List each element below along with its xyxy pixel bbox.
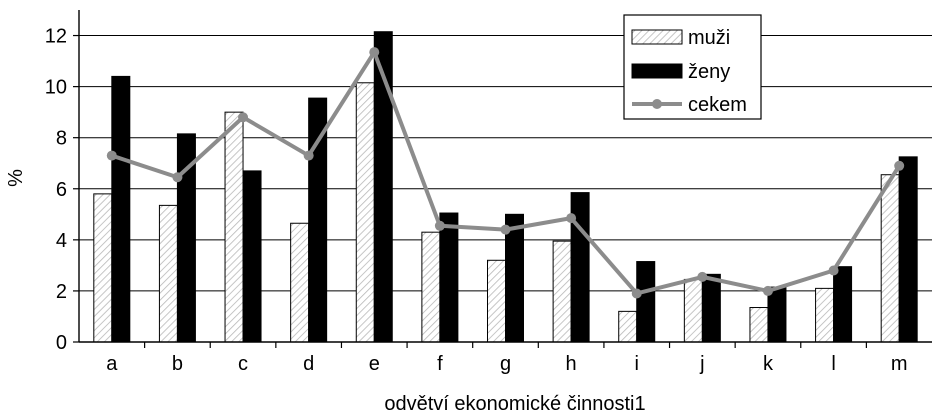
point-cekem	[106, 150, 117, 161]
point-cekem	[894, 160, 905, 171]
y-tick-label: 0	[56, 332, 67, 354]
point-cekem	[303, 150, 314, 161]
legend-label-muzi: muži	[688, 27, 730, 49]
legend-label-cekem: cekem	[688, 94, 747, 116]
bar-zeny	[111, 75, 131, 343]
x-tick-label: c	[238, 353, 248, 375]
point-cekem	[566, 213, 577, 224]
bar-zeny	[898, 156, 918, 343]
x-tick-label: i	[635, 353, 639, 375]
legend-swatch-cekem-marker	[652, 99, 662, 109]
y-tick-label: 12	[45, 26, 67, 48]
x-axis-title: odvětví ekonomické činnosti1	[384, 393, 645, 415]
bar-muzi	[749, 307, 769, 343]
point-cekem	[434, 220, 445, 231]
x-tick-label: g	[500, 353, 511, 375]
legend: muži ženy cekem	[623, 14, 762, 120]
bar-muzi	[618, 310, 638, 343]
point-cekem	[762, 285, 773, 296]
bars	[93, 31, 918, 343]
y-axis-title: %	[5, 169, 27, 187]
x-tick-label: l	[831, 353, 835, 375]
x-tick-label: e	[369, 353, 380, 375]
bar-muzi	[421, 231, 441, 343]
bar-muzi	[355, 82, 375, 343]
x-tick-labels: a b c d e f g h i j k l m	[106, 342, 908, 375]
bar-muzi	[683, 278, 703, 343]
point-cekem	[631, 288, 642, 299]
x-tick-label: f	[437, 353, 443, 375]
bar-muzi	[158, 204, 178, 343]
bar-muzi	[815, 287, 835, 343]
legend-swatch-zeny	[631, 63, 683, 79]
legend-label-zeny: ženy	[688, 61, 730, 83]
point-cekem	[238, 112, 249, 123]
x-tick-label: k	[763, 353, 774, 375]
x-tick-label: h	[566, 353, 577, 375]
bar-muzi	[224, 111, 244, 343]
bar-zeny	[701, 273, 721, 343]
bar-zeny	[767, 286, 787, 343]
bar-zeny	[636, 261, 656, 343]
y-tick-label: 2	[56, 281, 67, 303]
point-cekem	[172, 172, 183, 183]
y-tick-label: 4	[56, 230, 67, 252]
y-tick-label: 6	[56, 179, 67, 201]
x-tick-label: d	[303, 353, 314, 375]
bar-zeny	[833, 266, 853, 343]
bar-muzi	[93, 193, 113, 343]
point-cekem	[500, 224, 511, 235]
axes	[78, 10, 932, 343]
y-tick-labels: 0 2 4 6 8 10 12	[45, 26, 67, 354]
total-line	[106, 47, 905, 299]
bar-zeny	[242, 170, 262, 343]
legend-swatch-muzi	[631, 29, 683, 45]
bar-muzi	[552, 240, 572, 343]
point-cekem	[828, 265, 839, 276]
point-cekem	[369, 47, 380, 58]
point-cekem	[697, 271, 708, 282]
bar-muzi	[880, 174, 900, 343]
bar-muzi	[487, 259, 506, 343]
bar-zeny	[439, 212, 459, 343]
x-tick-label: a	[106, 353, 118, 375]
bar-muzi	[290, 222, 310, 343]
x-tick-label: m	[891, 353, 908, 375]
grid-lines	[73, 34, 932, 343]
y-tick-label: 8	[56, 128, 67, 150]
x-tick-label: j	[699, 353, 704, 375]
y-tick-label: 10	[45, 77, 67, 99]
x-tick-label: b	[172, 353, 183, 375]
